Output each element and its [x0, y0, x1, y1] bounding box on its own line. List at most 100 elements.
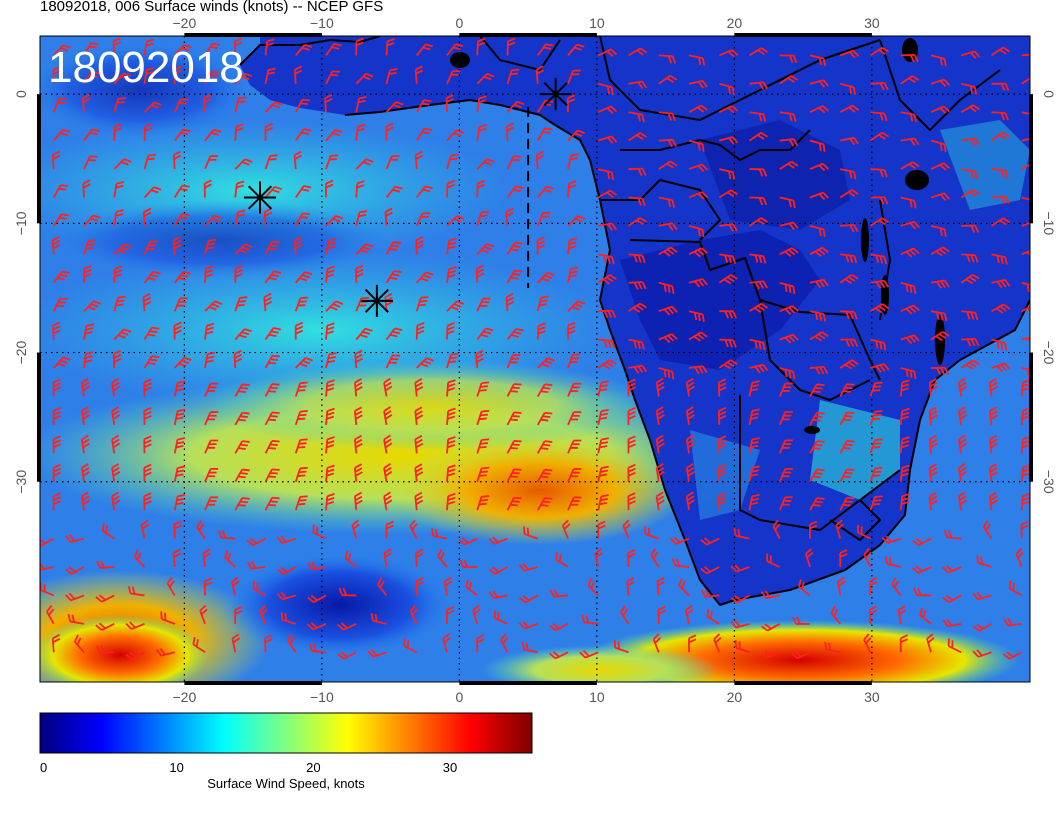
- wind-barb: [643, 526, 660, 540]
- wind-barb: [840, 168, 857, 180]
- wind-barb: [749, 196, 768, 206]
- wind-barb: [839, 468, 855, 483]
- wind-barb: [989, 463, 998, 482]
- wind-barb: [730, 594, 750, 604]
- wind-barb: [476, 297, 491, 312]
- wind-barb: [1021, 304, 1030, 315]
- wind-barb: [174, 356, 192, 369]
- wind-barb: [325, 43, 342, 56]
- wind-barb: [628, 80, 648, 90]
- wind-barb: [415, 577, 424, 596]
- wind-barb: [1021, 75, 1030, 85]
- wind-barb: [385, 520, 394, 539]
- wind-barb: [597, 520, 606, 539]
- wind-barb: [252, 580, 266, 597]
- lon-tick-label-top: 0: [455, 15, 463, 31]
- wind-barb: [143, 463, 152, 482]
- wind-barb: [809, 246, 829, 257]
- wind-barb: [446, 129, 464, 142]
- wind-barb: [276, 535, 297, 544]
- wind-barb: [870, 363, 890, 373]
- wind-barb: [476, 466, 490, 483]
- wind-barb: [626, 577, 635, 596]
- wind-barb: [53, 128, 71, 142]
- wind-barb: [1021, 111, 1030, 116]
- wind-barb: [839, 411, 855, 426]
- lon-tick-label-top: 10: [589, 15, 605, 31]
- wind-barb: [930, 54, 947, 67]
- wind-barb: [52, 65, 61, 84]
- wind-barb: [325, 238, 337, 255]
- lon-tick-label-top: 30: [864, 15, 880, 31]
- wind-barb: [597, 408, 609, 426]
- wind-barb: [688, 191, 709, 200]
- wind-barb: [718, 189, 738, 199]
- wind-barb: [172, 236, 182, 255]
- wind-barb: [598, 309, 617, 319]
- wind-barb: [83, 351, 94, 369]
- wind-barb: [549, 589, 569, 598]
- wind-barb: [355, 264, 364, 283]
- wind-barb: [475, 264, 485, 283]
- wind-barb: [567, 353, 581, 369]
- wind-barb: [414, 406, 424, 425]
- wind-barb: [928, 491, 938, 511]
- wind-barb: [719, 338, 737, 348]
- wind-barb: [942, 594, 962, 604]
- wind-barb: [749, 338, 766, 351]
- wind-barb: [809, 440, 825, 454]
- wind-barb: [840, 310, 858, 320]
- wind-barb: [113, 180, 125, 198]
- wind-barb: [385, 101, 404, 113]
- wind-barb: [685, 491, 695, 511]
- wind-barb: [899, 407, 910, 425]
- wind-barb: [231, 576, 240, 596]
- wind-barb: [567, 215, 586, 227]
- wind-barb: [383, 463, 393, 482]
- wind-barb: [385, 38, 395, 56]
- wind-barb: [476, 210, 489, 227]
- wind-barb: [355, 123, 366, 141]
- wind-barb: [839, 496, 855, 511]
- wind-barb: [231, 633, 241, 653]
- wind-barb: [536, 127, 553, 142]
- wind-barb: [809, 331, 829, 342]
- wind-barb: [930, 139, 947, 152]
- wind-barb: [990, 131, 1010, 142]
- wind-barb: [354, 349, 363, 369]
- wind-barb: [325, 265, 335, 283]
- wind-barb: [204, 214, 223, 227]
- wind-barb: [613, 640, 629, 654]
- wind-barb: [476, 327, 494, 341]
- wind-barb: [64, 592, 85, 602]
- wind-barb: [628, 196, 646, 207]
- wind-barb: [52, 213, 70, 227]
- wind-barb: [134, 549, 146, 568]
- wind-barb: [1003, 617, 1022, 627]
- wind-barb: [446, 215, 465, 227]
- wind-barb: [717, 406, 727, 425]
- wind-barb: [897, 605, 907, 624]
- wind-barb: [688, 80, 708, 89]
- wind-barb: [506, 383, 522, 397]
- wind-barb: [174, 44, 192, 56]
- wind-barb: [658, 111, 676, 122]
- wind-barb: [173, 212, 190, 227]
- wind-barb: [505, 122, 515, 141]
- wind-barb: [355, 37, 364, 56]
- wind-barb: [734, 640, 750, 654]
- wind-barb: [173, 465, 186, 482]
- wind-barb: [308, 643, 327, 654]
- wind-barb: [685, 605, 694, 625]
- wind-barb: [809, 162, 830, 172]
- wind-barb: [991, 362, 1011, 373]
- wind-barb: [127, 585, 145, 597]
- wind-barb: [204, 496, 219, 511]
- wind-barb: [830, 605, 841, 625]
- wind-barb: [325, 493, 335, 511]
- wind-barb: [442, 633, 451, 653]
- wind-barb: [476, 438, 490, 454]
- wind-barb: [476, 179, 486, 198]
- wind-barb: [505, 207, 514, 227]
- wind-barb: [506, 155, 522, 170]
